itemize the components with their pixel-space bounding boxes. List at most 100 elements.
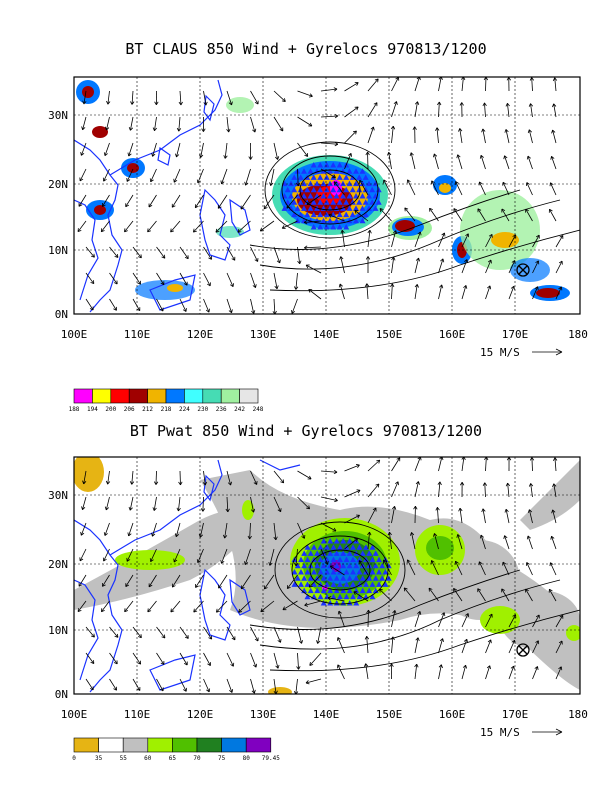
wind-vector	[317, 626, 322, 644]
gyre-triangle-marker	[304, 581, 311, 587]
wind-vector-head	[479, 154, 484, 159]
bottom-lat-label: 0N	[55, 688, 68, 701]
wind-vector	[273, 116, 284, 132]
wind-vector	[78, 574, 87, 587]
wind-vector	[273, 652, 279, 669]
wind-vector	[344, 82, 359, 92]
wind-vector-head	[358, 560, 363, 564]
colorbar-tick-label: 212	[142, 406, 153, 413]
wind-vector-head	[304, 602, 309, 607]
wind-vector	[203, 298, 210, 313]
wind-vector	[179, 626, 189, 639]
wind-vector-head	[260, 608, 265, 613]
wind-vector-head	[220, 559, 225, 564]
wind-vector-head	[482, 102, 487, 107]
wind-vector	[389, 532, 392, 550]
wind-vector	[438, 457, 443, 472]
gyre-triangle-marker	[359, 587, 366, 594]
wind-vector-head	[294, 562, 299, 567]
wind-vector-head	[481, 128, 486, 133]
wind-vector-head	[353, 591, 358, 596]
wind-vector-head	[276, 259, 281, 264]
top-lat-label: 30N	[48, 109, 68, 122]
wind-vector-head	[103, 532, 108, 536]
wind-vector-head	[183, 687, 187, 692]
wind-vector-head	[534, 666, 539, 670]
gyre-triangle-marker	[314, 550, 321, 556]
wind-vector	[308, 289, 322, 300]
gyre-triangle-marker	[327, 550, 334, 556]
wind-vector-head	[206, 688, 211, 693]
wind-vector-head	[550, 535, 555, 540]
wind-vector-head	[534, 286, 539, 291]
wind-vector	[128, 522, 134, 537]
gyre-triangle-marker	[353, 538, 360, 544]
wind-vector-head	[79, 557, 84, 562]
gyre-triangle-marker	[346, 538, 353, 544]
wind-vector-head	[248, 156, 253, 160]
wind-vector	[173, 168, 181, 183]
wind-vector-head	[354, 209, 359, 214]
wind-vector-head	[184, 634, 189, 639]
bottom-scale-arrow: 15 M/S	[480, 726, 563, 739]
gyre-triangle-marker	[314, 575, 321, 581]
gyre-triangle-marker	[343, 556, 350, 563]
wind-vector-head	[503, 535, 508, 540]
wind-vector	[148, 194, 157, 208]
wind-vector-head	[438, 664, 443, 669]
top-scale-label: 15 M/S	[480, 346, 520, 359]
gyre-triangle-marker	[298, 569, 304, 575]
wind-vector	[250, 90, 259, 105]
wind-vector	[455, 181, 463, 196]
wind-vector	[226, 90, 233, 106]
wind-vector-head	[529, 77, 535, 81]
wind-vector-head	[439, 638, 444, 642]
wind-vector	[240, 194, 251, 210]
wind-vector-head	[441, 612, 446, 617]
gyre-triangle-marker	[317, 569, 324, 575]
wind-vector	[532, 260, 539, 274]
wind-vector	[528, 129, 533, 144]
wind-vector-head	[528, 103, 534, 107]
wind-vector	[128, 142, 134, 157]
wind-vector-head	[102, 582, 106, 587]
gyre-triangle-marker	[323, 199, 330, 205]
wind-vector	[532, 286, 539, 300]
colorbar-swatch	[202, 388, 222, 404]
wind-vector	[391, 283, 393, 300]
wind-vector	[530, 103, 533, 118]
wind-vector	[203, 90, 207, 106]
wind-vector	[508, 260, 516, 274]
wind-vector-head	[80, 531, 85, 536]
colorbar-swatch	[73, 737, 99, 753]
wind-vector-head	[282, 606, 287, 611]
wind-vector	[151, 522, 157, 537]
colorbar-swatch	[220, 388, 240, 404]
wind-vector	[554, 457, 557, 472]
gyre-triangle-marker	[294, 575, 301, 581]
wind-vector	[154, 116, 157, 131]
gyre-triangle-marker	[281, 205, 288, 211]
wind-vector	[200, 142, 204, 158]
wind-vector	[461, 77, 464, 92]
wind-vector	[226, 626, 236, 641]
wind-vector	[175, 522, 181, 537]
gyre-triangle-marker	[320, 538, 327, 544]
wind-vector	[273, 246, 281, 264]
wind-vector	[221, 168, 228, 185]
wind-vector-head	[558, 640, 563, 645]
wind-vector-head	[193, 608, 198, 613]
wind-vector-head	[359, 179, 363, 184]
bottom-colorbar: 0 35 55 60 65 70 75 80 79.45	[72, 737, 280, 762]
wind-vector-head	[553, 457, 558, 461]
wind-vector-head	[337, 610, 342, 615]
wind-vector-head	[229, 688, 234, 693]
wind-vector	[383, 559, 392, 576]
gyre-triangle-marker	[369, 186, 376, 193]
wind-vector-head	[559, 614, 564, 619]
wind-vector	[344, 489, 361, 498]
gyre-triangle-marker	[356, 593, 363, 600]
wind-vector-head	[296, 666, 301, 670]
wind-vector	[391, 230, 397, 248]
gyre-triangle-marker	[288, 193, 294, 199]
